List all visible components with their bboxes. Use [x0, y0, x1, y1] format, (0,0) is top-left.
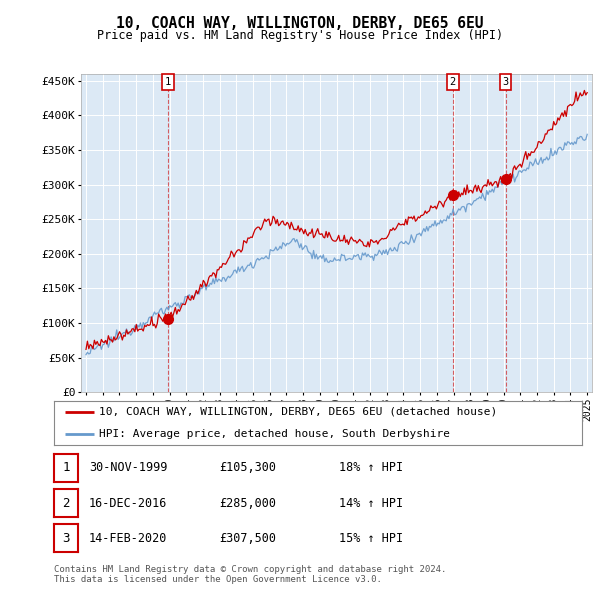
Text: 2: 2: [62, 497, 70, 510]
Text: £307,500: £307,500: [219, 532, 276, 545]
Text: 10, COACH WAY, WILLINGTON, DERBY, DE65 6EU (detached house): 10, COACH WAY, WILLINGTON, DERBY, DE65 6…: [99, 407, 497, 417]
Text: 10, COACH WAY, WILLINGTON, DERBY, DE65 6EU: 10, COACH WAY, WILLINGTON, DERBY, DE65 6…: [116, 16, 484, 31]
Text: 1: 1: [165, 77, 172, 87]
Text: 15% ↑ HPI: 15% ↑ HPI: [339, 532, 403, 545]
Text: 1: 1: [62, 461, 70, 474]
Text: Price paid vs. HM Land Registry's House Price Index (HPI): Price paid vs. HM Land Registry's House …: [97, 29, 503, 42]
Text: 3: 3: [503, 77, 509, 87]
Text: 30-NOV-1999: 30-NOV-1999: [89, 461, 167, 474]
Text: 16-DEC-2016: 16-DEC-2016: [89, 497, 167, 510]
Text: 18% ↑ HPI: 18% ↑ HPI: [339, 461, 403, 474]
Text: £105,300: £105,300: [219, 461, 276, 474]
Text: 14-FEB-2020: 14-FEB-2020: [89, 532, 167, 545]
Text: £285,000: £285,000: [219, 497, 276, 510]
Text: HPI: Average price, detached house, South Derbyshire: HPI: Average price, detached house, Sout…: [99, 430, 450, 439]
Text: This data is licensed under the Open Government Licence v3.0.: This data is licensed under the Open Gov…: [54, 575, 382, 584]
Text: 3: 3: [62, 532, 70, 545]
Text: Contains HM Land Registry data © Crown copyright and database right 2024.: Contains HM Land Registry data © Crown c…: [54, 565, 446, 575]
Text: 14% ↑ HPI: 14% ↑ HPI: [339, 497, 403, 510]
Text: 2: 2: [450, 77, 456, 87]
